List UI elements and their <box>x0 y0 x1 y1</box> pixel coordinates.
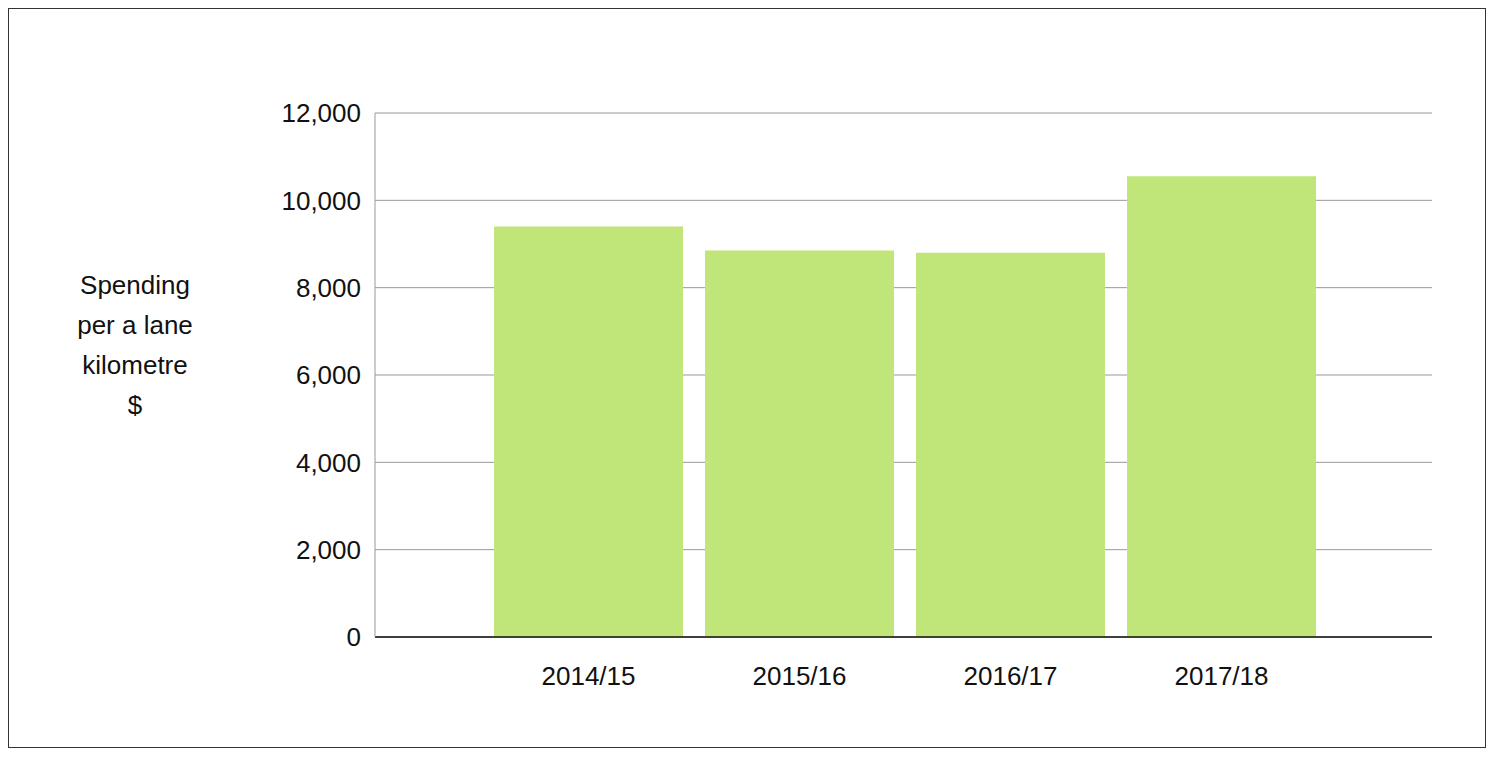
svg-text:2014/15: 2014/15 <box>542 661 636 691</box>
svg-text:2017/18: 2017/18 <box>1175 661 1269 691</box>
svg-text:4,000: 4,000 <box>296 448 361 478</box>
html-text:Spending: Spending <box>80 270 190 300</box>
svg-text:2,000: 2,000 <box>296 535 361 565</box>
svg-text:12,000: 12,000 <box>281 98 361 128</box>
svg-text:2016/17: 2016/17 <box>964 661 1058 691</box>
svg-text:6,000: 6,000 <box>296 360 361 390</box>
svg-text:2015/16: 2015/16 <box>753 661 847 691</box>
svg-text:8,000: 8,000 <box>296 273 361 303</box>
html-text:kilometre: kilometre <box>82 350 188 380</box>
svg-text:10,000: 10,000 <box>281 186 361 216</box>
html-text:per a lane: per a lane <box>77 310 193 340</box>
svg-text:0: 0 <box>347 622 361 652</box>
